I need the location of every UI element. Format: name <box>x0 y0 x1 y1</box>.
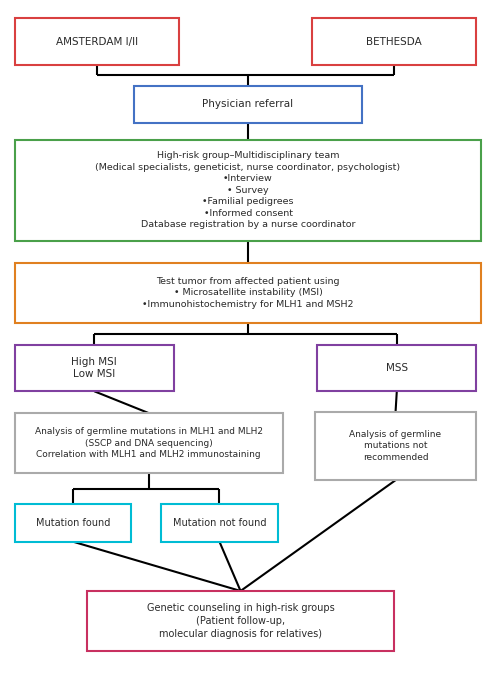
Text: Test tumor from affected patient using
• Microsatellite instability (MSI)
•Immun: Test tumor from affected patient using •… <box>142 277 354 308</box>
Text: Genetic counseling in high-risk groups
(Patient follow-up,
molecular diagnosis f: Genetic counseling in high-risk groups (… <box>147 603 334 639</box>
FancyBboxPatch shape <box>15 140 481 241</box>
Text: BETHESDA: BETHESDA <box>367 37 422 47</box>
Text: Mutation found: Mutation found <box>36 518 110 528</box>
FancyBboxPatch shape <box>134 86 362 123</box>
FancyBboxPatch shape <box>315 412 476 480</box>
FancyBboxPatch shape <box>15 18 179 65</box>
FancyBboxPatch shape <box>15 263 481 323</box>
FancyBboxPatch shape <box>15 345 174 391</box>
Text: High MSI
Low MSI: High MSI Low MSI <box>71 356 117 380</box>
FancyBboxPatch shape <box>317 345 476 391</box>
FancyBboxPatch shape <box>312 18 476 65</box>
Text: Mutation not found: Mutation not found <box>173 518 266 528</box>
FancyBboxPatch shape <box>15 504 131 542</box>
Text: Analysis of germline mutations in MLH1 and MLH2
(SSCP and DNA sequencing)
Correl: Analysis of germline mutations in MLH1 a… <box>35 428 263 459</box>
FancyBboxPatch shape <box>15 413 283 473</box>
Text: AMSTERDAM I/II: AMSTERDAM I/II <box>56 37 138 47</box>
Text: Physician referral: Physician referral <box>202 99 294 109</box>
FancyBboxPatch shape <box>87 591 394 651</box>
FancyBboxPatch shape <box>161 504 278 542</box>
Text: MSS: MSS <box>386 363 408 373</box>
Text: Analysis of germline
mutations not
recommended: Analysis of germline mutations not recom… <box>350 430 441 462</box>
Text: High-risk group–Multidisciplinary team
(Medical specialists, geneticist, nurse c: High-risk group–Multidisciplinary team (… <box>95 151 401 229</box>
